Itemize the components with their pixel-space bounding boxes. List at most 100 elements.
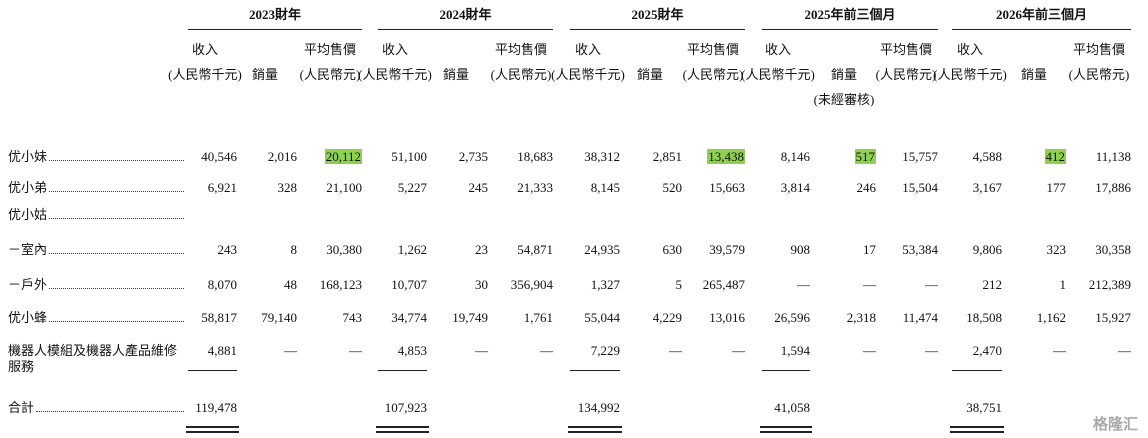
cell-value: 4,229 <box>652 310 682 325</box>
cell-value: 8,070 <box>207 277 237 292</box>
cell-value: 743 <box>342 310 363 325</box>
column-header: (人民幣千元) <box>741 67 815 82</box>
row-label: 优小弟 <box>8 180 184 196</box>
cell: 11,138 <box>1069 149 1131 165</box>
cell-value: 5 <box>675 277 683 292</box>
row-label-text: 合計 <box>8 400 35 415</box>
cell: 3,167 <box>940 180 1002 196</box>
cell-value: — <box>863 343 876 358</box>
cell-value: 1,327 <box>590 277 620 292</box>
cell-value: 908 <box>790 242 811 257</box>
cell-value: 11,474 <box>902 310 938 325</box>
cell-value: 18,508 <box>966 310 1002 325</box>
cell-value: 1,594 <box>780 343 810 358</box>
cell-value: — <box>863 277 876 292</box>
cell-value: 19,749 <box>452 310 488 325</box>
cell: 908 <box>748 242 811 258</box>
subtotal-line <box>570 370 620 371</box>
leader-dots <box>49 218 184 219</box>
cell-value: — <box>797 277 810 292</box>
column-header: (人民幣千元) <box>933 67 1007 82</box>
cell: 177 <box>1004 180 1067 196</box>
cell: 4,229 <box>620 310 682 326</box>
cell: — <box>814 343 876 359</box>
cell-value: — <box>669 343 682 358</box>
cell-value: 1,262 <box>397 242 427 257</box>
leader-dots <box>49 191 184 192</box>
cell: 4,881 <box>175 343 237 359</box>
cell: 23 <box>426 242 488 258</box>
row-label-text: －戶外 <box>8 277 48 292</box>
cell-value: — <box>925 343 938 358</box>
cell: 19,749 <box>426 310 488 326</box>
cell-value: 177 <box>1046 180 1067 195</box>
cell-value: 1,761 <box>523 310 553 325</box>
total-double-line <box>376 431 429 433</box>
row-label: 优小蜂 <box>8 310 184 326</box>
cell: — <box>1069 343 1131 359</box>
cell-value: — <box>1118 343 1131 358</box>
cell-value: 3,814 <box>780 180 810 195</box>
column-header: 銷量 <box>1020 67 1047 82</box>
cell: — <box>426 343 488 359</box>
subtotal-line <box>952 370 1002 371</box>
cell-value: 17 <box>863 242 876 257</box>
cell-value: 328 <box>277 180 298 195</box>
cell: 13,016 <box>683 310 745 326</box>
total-double-line <box>376 426 429 428</box>
group-underline <box>378 29 553 30</box>
cell: — <box>748 277 810 293</box>
group-header: 2025年前三個月 <box>804 7 896 22</box>
column-header: (人民幣元) <box>299 67 361 82</box>
cell: 323 <box>1004 242 1067 258</box>
cell-value: 1,162 <box>1036 310 1066 325</box>
cell: 17,886 <box>1069 180 1131 196</box>
column-header: 收入 <box>381 42 408 57</box>
group-underline <box>952 29 1131 30</box>
cell: 54,871 <box>491 242 553 258</box>
cell-value: 134,992 <box>577 400 620 415</box>
cell-value: 2,851 <box>652 149 682 164</box>
column-header: (人民幣千元) <box>358 67 432 82</box>
cell: 743 <box>300 310 363 326</box>
column-header: 平均售價 <box>686 42 739 57</box>
cell: 520 <box>620 180 683 196</box>
cell-value: 51,100 <box>391 149 427 164</box>
cell-value: 58,817 <box>201 310 237 325</box>
cell-value: — <box>540 343 553 358</box>
cell-value: 54,871 <box>517 242 553 257</box>
cell: 8 <box>235 242 298 258</box>
cell: 18,508 <box>940 310 1002 326</box>
cell: 4,853 <box>365 343 427 359</box>
leader-dots <box>49 321 184 322</box>
highlighted-value: 412 <box>1044 149 1066 164</box>
cell: 5,227 <box>365 180 427 196</box>
column-header: 銷量 <box>251 67 278 82</box>
cell-value: 168,123 <box>319 277 362 292</box>
cell-value: 41,058 <box>774 400 810 415</box>
column-header: 平均售價 <box>1072 42 1125 57</box>
cell: 265,487 <box>683 277 745 293</box>
column-header: 平均售價 <box>494 42 547 57</box>
cell: 15,504 <box>876 180 938 196</box>
cell-value: — <box>925 277 938 292</box>
cell: 5 <box>620 277 683 293</box>
cell: 245 <box>426 180 489 196</box>
cell: — <box>235 343 297 359</box>
highlighted-value: 13,438 <box>707 149 745 164</box>
row-label-text: 优小弟 <box>8 180 48 195</box>
row-label-text: －室內 <box>8 242 48 257</box>
cell: 8,146 <box>748 149 810 165</box>
group-underline <box>762 29 938 30</box>
leader-dots <box>49 253 184 254</box>
cell: 2,851 <box>620 149 682 165</box>
cell: 168,123 <box>300 277 362 293</box>
cell-value: 18,683 <box>517 149 553 164</box>
cell-value: 2,735 <box>458 149 488 164</box>
row-label-text: 機器人模組及機器人產品維修服務 <box>8 343 178 374</box>
cell: 243 <box>175 242 238 258</box>
column-header: (人民幣千元) <box>551 67 625 82</box>
group-header: 2023財年 <box>248 7 301 22</box>
cell: 21,333 <box>491 180 553 196</box>
